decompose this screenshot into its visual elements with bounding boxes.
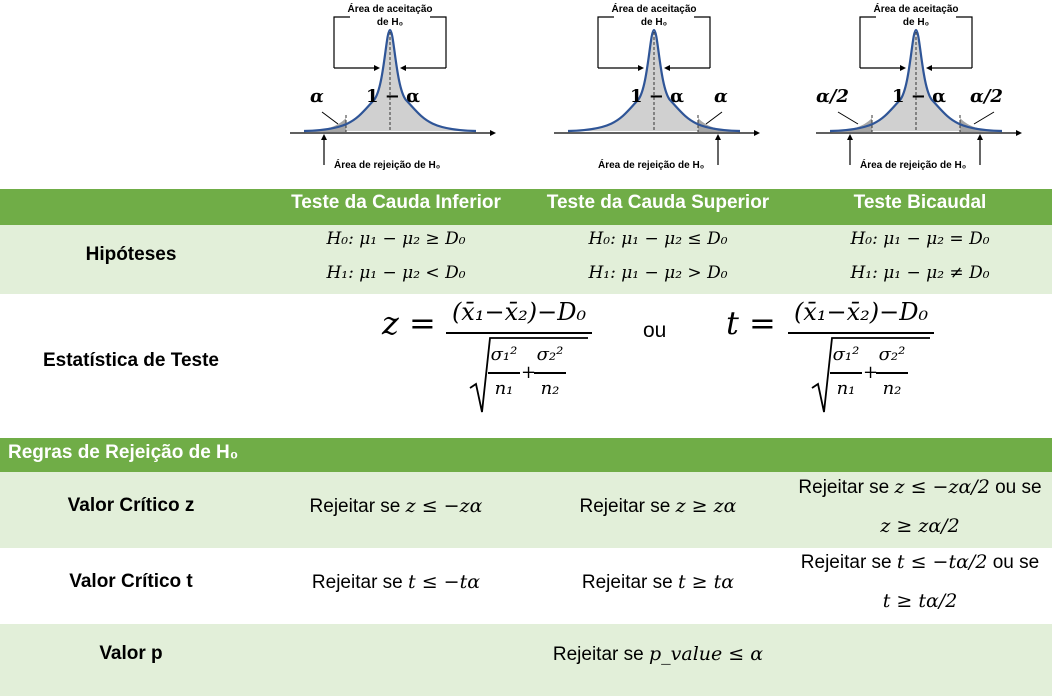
- lower-tail-curve: [290, 16, 496, 165]
- t-numerator: (x̄₁−x̄₂)−D₀: [793, 298, 929, 326]
- t-term1-den: n₁: [836, 378, 856, 399]
- z-numerator: (x̄₁−x̄₂)−D₀: [451, 298, 587, 326]
- confidence-label: 1 − α: [892, 86, 946, 107]
- z-term1-num: σ₁²: [490, 344, 518, 365]
- critical-z-two-line2: z ≥ zα/2: [880, 515, 960, 537]
- t-term2-num: σ₂²: [878, 344, 906, 365]
- z-plus: +: [521, 362, 537, 383]
- rules-header-title: Regras de Rejeição de H₀: [8, 442, 239, 463]
- alpha-half-label-right: α/2: [970, 86, 1003, 107]
- p-value-label: Valor p: [99, 643, 163, 664]
- upper-h1: H₁: μ₁ − μ₂ > D₀: [588, 263, 728, 283]
- t-plus: +: [863, 362, 879, 383]
- alpha-label: α: [310, 86, 324, 107]
- z-fraction-bar: [446, 332, 592, 334]
- lower-h0: H₀: μ₁ − μ₂ ≥ D₀: [326, 229, 466, 249]
- z-term2-den: n₂: [540, 378, 560, 399]
- critical-z-row: [0, 472, 1052, 548]
- t-fraction: (x̄₁−x̄₂)−D₀ σ₁² n₁ + σ₂² n₂: [788, 296, 934, 416]
- critical-t-two-line1: Rejeitar se t ≤ −tα/2 ou se: [800, 551, 1040, 573]
- acceptance-label: Área de aceitação de H₀: [873, 4, 959, 28]
- rejection-label: Área de rejeição de H₀: [860, 160, 967, 171]
- lower-tail-figure: Área de aceitação de H₀ Área de rejeição …: [282, 0, 496, 185]
- confidence-label: 1 − α: [630, 86, 684, 107]
- z-sqrt: [469, 337, 588, 413]
- p-value-row: [0, 624, 1052, 696]
- critical-t-two-line2: t ≥ tα/2: [882, 590, 958, 612]
- t-term2-den: n₂: [882, 378, 902, 399]
- upper-tail-figure: Área de aceitação de H₀ Área de rejeição …: [546, 0, 760, 185]
- critical-t-lower: Rejeitar se t ≤ −tα: [311, 571, 481, 593]
- t-sqrt: [811, 337, 930, 413]
- critical-z-upper: Rejeitar se z ≥ zα: [579, 495, 737, 517]
- col-header-lower: Teste da Cauda Inferior: [291, 192, 501, 213]
- z-fraction: (x̄₁−x̄₂)−D₀ σ₁² n₁ + σ₂² n₂: [446, 296, 592, 416]
- p-value-rule: Rejeitar se p_value ≤ α: [552, 643, 764, 665]
- acceptance-label: Área de aceitação de H₀: [347, 4, 433, 28]
- hypotheses-row: [0, 225, 1052, 294]
- table-header: [0, 189, 1052, 225]
- z-term2-num: σ₂²: [536, 344, 564, 365]
- rejection-label: Área de rejeição de H₀: [334, 160, 441, 171]
- or-label: ou: [643, 319, 667, 342]
- acceptance-label: Área de aceitação de H₀: [611, 4, 697, 28]
- alpha-half-label-left: α/2: [816, 86, 849, 107]
- z-symbol: z =: [382, 304, 436, 342]
- t-term1-num: σ₁²: [832, 344, 860, 365]
- t-fraction-bar: [788, 332, 934, 334]
- z-term1-den: n₁: [494, 378, 514, 399]
- critical-t-upper: Rejeitar se t ≥ tα: [581, 571, 735, 593]
- hypotheses-label: Hipóteses: [85, 244, 177, 265]
- rejection-label: Área de rejeição de H₀: [598, 160, 705, 171]
- test-statistic-label: Estatística de Teste: [42, 350, 219, 371]
- critical-z-lower: Rejeitar se z ≤ −zα: [309, 495, 483, 517]
- t-symbol: t =: [726, 304, 776, 342]
- lower-h1: H₁: μ₁ − μ₂ < D₀: [326, 263, 466, 283]
- critical-t-label: Valor Crítico t: [69, 571, 193, 592]
- t-term2-bar: [876, 372, 908, 374]
- alpha-label: α: [714, 86, 728, 107]
- two-tail-figure: Área de aceitação de H₀ Área de rejeição …: [808, 0, 1022, 185]
- critical-z-two-line1: Rejeitar se z ≤ −zα/2 ou se: [798, 476, 1042, 498]
- two-h0: H₀: μ₁ − μ₂ = D₀: [850, 229, 990, 249]
- upper-h0: H₀: μ₁ − μ₂ ≤ D₀: [588, 229, 728, 249]
- z-term2-bar: [534, 372, 566, 374]
- critical-z-label: Valor Crítico z: [67, 495, 195, 516]
- two-tail-curve: [816, 16, 1022, 165]
- col-header-upper: Teste da Cauda Superior: [546, 192, 770, 213]
- t-term1-bar: [830, 372, 862, 374]
- two-h1: H₁: μ₁ − μ₂ ≠ D₀: [850, 263, 990, 283]
- confidence-label: 1 − α: [366, 86, 420, 107]
- rules-header: [0, 438, 1052, 472]
- col-header-two: Teste Bicaudal: [853, 192, 987, 213]
- upper-tail-curve: [554, 16, 760, 165]
- z-term1-bar: [488, 372, 520, 374]
